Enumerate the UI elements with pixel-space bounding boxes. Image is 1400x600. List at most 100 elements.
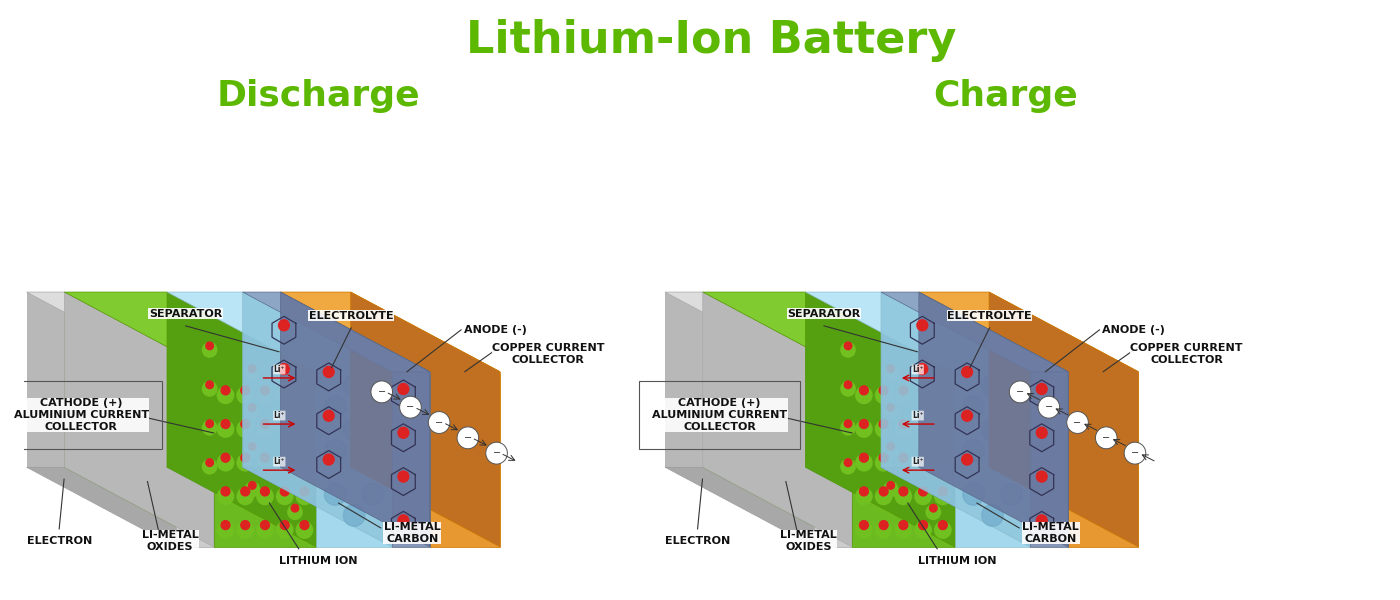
Circle shape [300, 453, 309, 462]
Circle shape [844, 342, 851, 350]
Circle shape [918, 487, 928, 496]
Circle shape [840, 342, 855, 358]
Circle shape [930, 388, 937, 395]
Polygon shape [242, 292, 430, 371]
Polygon shape [918, 292, 988, 467]
Circle shape [1009, 381, 1030, 403]
Ellipse shape [343, 419, 365, 440]
Ellipse shape [363, 440, 384, 461]
Circle shape [245, 365, 260, 380]
Circle shape [875, 386, 892, 404]
Circle shape [914, 487, 932, 505]
Circle shape [962, 454, 973, 465]
Circle shape [918, 419, 928, 428]
Circle shape [202, 420, 217, 436]
Circle shape [899, 521, 907, 530]
Circle shape [895, 487, 913, 505]
Polygon shape [703, 467, 955, 547]
Polygon shape [242, 467, 430, 547]
Ellipse shape [1001, 484, 1022, 505]
Polygon shape [918, 292, 1068, 547]
Polygon shape [805, 292, 955, 547]
Circle shape [276, 487, 294, 505]
Polygon shape [918, 467, 1138, 547]
Circle shape [938, 521, 948, 530]
Circle shape [855, 420, 872, 438]
Circle shape [930, 505, 937, 512]
Circle shape [241, 453, 249, 462]
Circle shape [840, 381, 855, 397]
Circle shape [280, 419, 290, 428]
Circle shape [260, 419, 269, 428]
Text: Discharge: Discharge [217, 79, 420, 113]
Circle shape [241, 487, 249, 496]
Circle shape [844, 381, 851, 389]
Circle shape [914, 386, 932, 404]
Circle shape [860, 453, 868, 462]
Circle shape [860, 419, 868, 428]
Circle shape [899, 487, 907, 496]
Polygon shape [64, 292, 167, 467]
Circle shape [221, 419, 230, 428]
Circle shape [295, 420, 314, 438]
Text: −: − [1131, 448, 1140, 458]
Circle shape [300, 487, 309, 496]
Circle shape [486, 442, 507, 464]
Circle shape [398, 515, 409, 526]
Circle shape [241, 386, 249, 395]
Circle shape [883, 481, 899, 497]
Circle shape [895, 454, 913, 472]
Circle shape [237, 487, 253, 505]
Circle shape [855, 454, 872, 472]
Circle shape [300, 521, 309, 530]
Text: LI-METAL
CARBON: LI-METAL CARBON [1022, 522, 1079, 544]
Circle shape [914, 420, 932, 438]
Circle shape [279, 320, 290, 331]
Circle shape [217, 454, 234, 472]
Circle shape [1037, 396, 1060, 418]
Circle shape [917, 320, 928, 331]
Circle shape [217, 420, 234, 438]
Polygon shape [280, 292, 500, 371]
Polygon shape [64, 292, 214, 547]
Polygon shape [242, 292, 280, 467]
Text: Li⁺: Li⁺ [911, 365, 924, 374]
Circle shape [1036, 471, 1047, 482]
Circle shape [249, 365, 256, 373]
Text: LITHIUM ION: LITHIUM ION [279, 556, 358, 566]
Circle shape [291, 505, 298, 512]
Circle shape [855, 521, 872, 539]
Circle shape [206, 381, 213, 389]
Circle shape [256, 454, 274, 472]
Circle shape [206, 420, 213, 428]
Ellipse shape [343, 505, 365, 526]
Ellipse shape [325, 484, 346, 505]
Polygon shape [881, 467, 1068, 547]
Circle shape [291, 388, 298, 395]
Circle shape [844, 420, 851, 428]
Text: Lithium-Ion Battery: Lithium-Ion Battery [466, 19, 956, 62]
Circle shape [914, 454, 932, 472]
Ellipse shape [363, 484, 384, 505]
Circle shape [249, 482, 256, 489]
Text: ELECTRON: ELECTRON [665, 536, 731, 546]
Circle shape [279, 364, 290, 374]
Ellipse shape [363, 396, 384, 418]
Circle shape [962, 410, 973, 421]
Text: COPPER CURRENT
COLLECTOR: COPPER CURRENT COLLECTOR [491, 343, 605, 365]
Circle shape [895, 420, 913, 438]
Circle shape [237, 386, 253, 404]
Ellipse shape [1001, 440, 1022, 461]
Circle shape [260, 386, 269, 395]
Circle shape [883, 404, 899, 419]
Text: −: − [406, 402, 414, 412]
Circle shape [875, 487, 892, 505]
Circle shape [934, 454, 952, 472]
Polygon shape [64, 292, 316, 371]
Circle shape [844, 459, 851, 466]
Polygon shape [703, 292, 955, 371]
Circle shape [245, 481, 260, 497]
Text: ELECTROLYTE: ELECTROLYTE [948, 311, 1032, 321]
Polygon shape [665, 467, 853, 547]
Circle shape [295, 386, 314, 404]
